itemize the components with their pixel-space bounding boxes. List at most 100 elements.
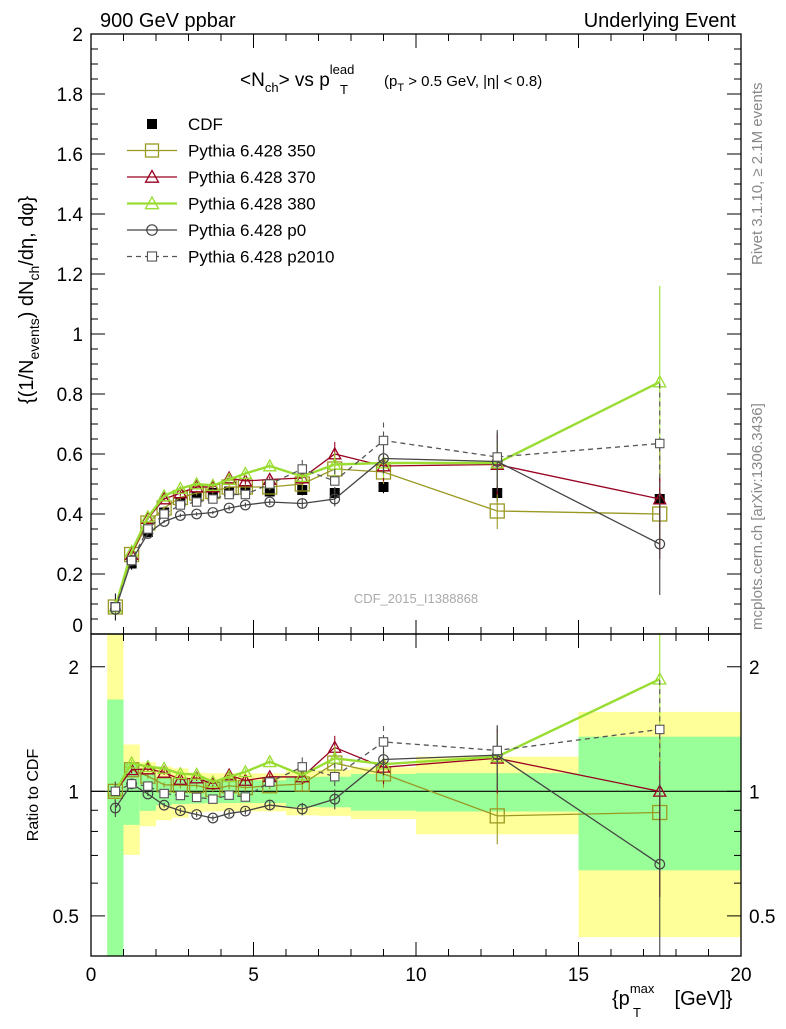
- series-point-ratio: [126, 778, 138, 790]
- y-tick-label-main: 1.2: [57, 265, 83, 286]
- series-point-ratio: [174, 805, 186, 817]
- series-point-main: [239, 499, 251, 511]
- y-label-sub2: ch: [26, 266, 42, 281]
- y-axis-label-ratio: Ratio to CDF: [25, 749, 42, 842]
- series-point-ratio: [654, 858, 666, 870]
- legend-label: Pythia 6.428 p2010: [188, 248, 335, 267]
- x-axis-label: {pmax T [GeV]}: [612, 981, 733, 1020]
- y-tick-label-main: 1: [72, 325, 83, 346]
- series-point-main: [126, 555, 137, 566]
- legend-marker: [146, 224, 158, 236]
- x-tick-label: 5: [248, 965, 259, 986]
- series-point-ratio: [140, 761, 155, 775]
- series-point-ratio: [262, 754, 277, 768]
- series-point-main: [224, 489, 234, 500]
- legend-label: Pythia 6.428 380: [188, 195, 316, 214]
- series-ratio-4: [110, 680, 665, 804]
- series-point-ratio: [329, 793, 341, 805]
- series-point-ratio: [238, 773, 253, 786]
- series-point-main: [140, 511, 155, 524]
- series-point-ratio: [224, 790, 234, 800]
- series-point-main: [207, 507, 219, 518]
- series-point-ratio: [378, 737, 389, 747]
- y-label-b: ) dN: [16, 280, 38, 318]
- series-point-ratio: [191, 809, 203, 820]
- y-tick-label-main: 0.6: [57, 445, 83, 466]
- y-tick-label-ratio-right: 1: [749, 782, 760, 803]
- series-point-main: [297, 464, 307, 474]
- x-label-sup: max: [630, 981, 655, 996]
- x-label-a: {p: [612, 988, 630, 1010]
- series-point-ratio: [205, 774, 220, 788]
- series-point-ratio: [175, 790, 186, 801]
- series-point-main: [173, 481, 188, 494]
- y-tick-label-ratio-right: 2: [749, 658, 760, 679]
- series-point-main: [329, 493, 341, 505]
- series-point-ratio: [489, 808, 505, 824]
- series-point-ratio: [327, 750, 342, 764]
- series-point-ratio: [159, 788, 169, 799]
- y-tick-label-main: 0.8: [57, 385, 83, 406]
- series-point-main: [489, 503, 505, 519]
- series-point-ratio: [157, 765, 172, 778]
- series-point-ratio: [110, 786, 121, 797]
- plot-title-sub2: T: [340, 82, 348, 97]
- series-point-main: [329, 476, 340, 486]
- header-right-title: Underlying Event: [584, 10, 737, 32]
- series-point-ratio: [238, 764, 253, 778]
- series-point-main: [159, 509, 169, 519]
- series-point-ratio: [296, 803, 308, 815]
- plot-title-a: <N: [240, 70, 265, 91]
- analysis-watermark: CDF_2015_I1388868: [354, 591, 478, 606]
- plot-title-sub1: ch: [265, 80, 279, 95]
- series-point-main: [126, 555, 138, 566]
- series-point-main: [296, 498, 308, 509]
- series-main-3: [109, 431, 666, 615]
- series-point-main: [174, 510, 186, 521]
- y-tick-label-ratio: 1: [68, 782, 79, 803]
- x-label-sub: T: [633, 1005, 641, 1020]
- plot-title: <Nch> vs plead T (pT > 0.5 GeV, |η| < 0.8): [240, 62, 542, 97]
- series-point-main: [205, 478, 220, 491]
- series-main-2: [108, 286, 667, 613]
- legend-marker: [144, 195, 160, 210]
- series-point-main: [189, 476, 204, 490]
- y-tick-label-main: 0.4: [57, 505, 84, 526]
- legend-label: CDF: [188, 115, 223, 134]
- legend-label: Pythia 6.428 p0: [188, 221, 306, 240]
- series-point-ratio: [222, 769, 237, 783]
- series-layer: [107, 286, 668, 956]
- y-axis-label-main: {(1/Nevents) dNch/dη, dφ}: [16, 196, 42, 404]
- y-tick-label-ratio: 2: [68, 658, 79, 679]
- series-point-ratio: [189, 767, 204, 780]
- series-point-ratio: [264, 799, 276, 811]
- series-point-ratio: [157, 761, 172, 774]
- series-point-ratio: [240, 792, 251, 802]
- y-tick-label-main: 0.2: [57, 565, 83, 586]
- series-point-main: [295, 469, 310, 482]
- series-point-ratio: [191, 792, 202, 803]
- series-point-ratio: [124, 755, 139, 769]
- series-point-ratio: [239, 805, 251, 817]
- y-tick-label-ratio-right: 0.5: [749, 907, 775, 928]
- series-point-main: [262, 458, 277, 472]
- series-point-ratio: [158, 799, 170, 811]
- series-line-main: [114, 453, 660, 608]
- legend: CDF Pythia 6.428 350 Pythia 6.428 370 Pythi…: [127, 115, 335, 267]
- series-point-main: [191, 508, 203, 520]
- series-point-main: [173, 485, 188, 499]
- series-point-ratio: [140, 759, 155, 773]
- x-label-b: [GeV]}: [669, 988, 733, 1010]
- series-point-ratio: [297, 762, 307, 772]
- series-point-ratio: [143, 781, 153, 791]
- series-point-ratio: [208, 794, 218, 804]
- series-point-ratio: [295, 767, 310, 781]
- series-point-main: [110, 602, 121, 612]
- series-point-main: [208, 494, 218, 504]
- legend-marker: [147, 119, 157, 129]
- plot-title-cuts-sub: T: [397, 82, 404, 94]
- x-tick-label: 20: [730, 965, 751, 986]
- y-tick-label-main: 1.4: [57, 205, 84, 226]
